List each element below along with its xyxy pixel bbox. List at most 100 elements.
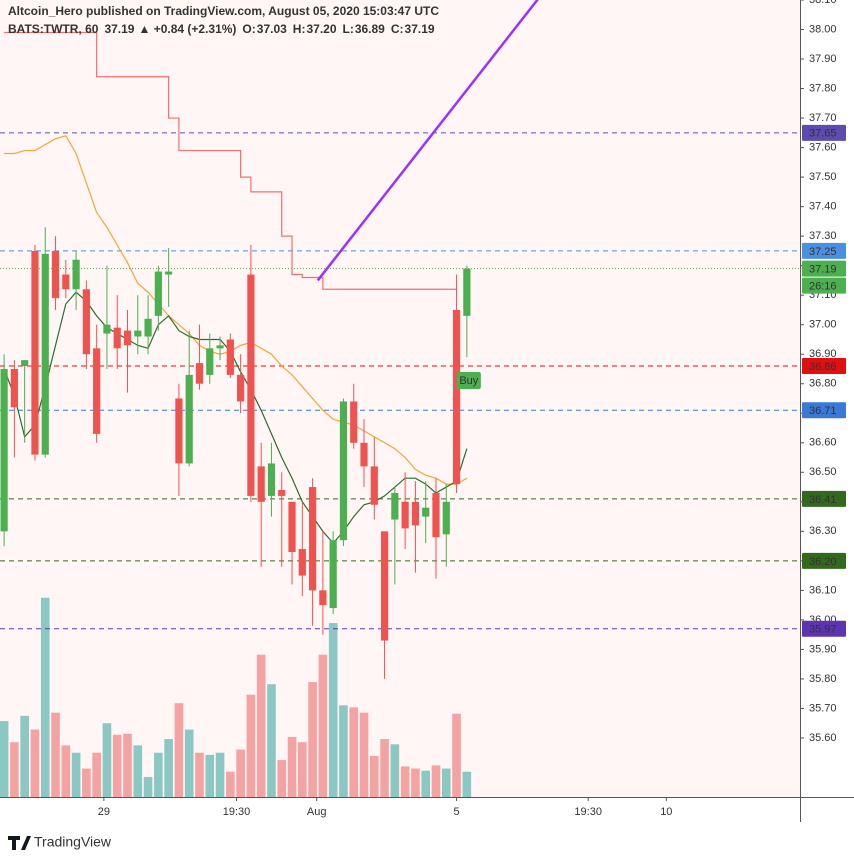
volume-bar <box>328 623 338 797</box>
x-tick-label: 29 <box>98 806 110 818</box>
price-label-box <box>802 402 846 419</box>
candle-body <box>165 271 173 275</box>
volume-bar <box>143 776 153 797</box>
candle-body <box>93 348 101 434</box>
volume-bar <box>0 721 9 797</box>
candle-body <box>185 374 193 464</box>
candle-body <box>195 363 204 384</box>
y-tick-label: 38.00 <box>809 23 837 35</box>
volume-bar <box>339 705 348 797</box>
candle-body <box>350 401 358 443</box>
volume-bar <box>359 712 369 797</box>
footer-brand: TradingView <box>34 834 112 850</box>
candle-body <box>360 442 368 467</box>
volume-bar <box>421 770 431 797</box>
volume-bar <box>184 729 194 797</box>
x-tick-label: Aug <box>307 806 327 818</box>
price-label: 37.19 <box>809 264 837 276</box>
volume-bar <box>369 755 379 797</box>
y-tick-label: 38.10 <box>809 0 837 6</box>
volume-bar <box>297 742 307 797</box>
candle-body <box>216 345 224 349</box>
legend-key: O: <box>242 22 255 36</box>
x-tick-label: 10 <box>660 806 672 818</box>
candle-body <box>319 590 327 606</box>
volume-bar <box>215 752 225 797</box>
price-label: 36.41 <box>809 494 837 506</box>
candle-body <box>206 348 214 375</box>
volume-bar <box>287 736 297 797</box>
volume-bar <box>123 733 132 797</box>
candle-body <box>31 250 39 455</box>
volume-bar <box>133 745 143 797</box>
y-tick-label: 36.60 <box>809 437 837 449</box>
candle-body <box>144 318 152 337</box>
price-label: 35.97 <box>809 624 837 636</box>
volume-bar <box>267 684 276 797</box>
candle-body <box>21 360 29 367</box>
y-tick-label: 36.50 <box>809 466 837 478</box>
volume-bar <box>441 768 451 797</box>
price-label: 37.65 <box>809 128 837 140</box>
candle-body <box>51 250 60 299</box>
candle-body <box>288 501 296 552</box>
price-label: 36.71 <box>809 405 837 417</box>
volume-bar <box>226 771 235 797</box>
legend-key: H: <box>293 22 306 36</box>
volume-bar <box>82 768 91 797</box>
candle-body <box>82 289 90 355</box>
volume-bar <box>102 723 112 797</box>
volume-bar <box>318 654 328 797</box>
y-tick-label: 37.70 <box>809 112 837 124</box>
candle-body <box>339 401 348 541</box>
candle-body <box>442 501 450 535</box>
volume-bar <box>112 734 122 797</box>
volume-bar <box>308 682 317 797</box>
candle-body <box>298 549 306 576</box>
y-tick-label: 37.30 <box>809 230 837 242</box>
candle-body <box>432 492 440 538</box>
y-tick-label: 36.30 <box>809 525 837 537</box>
price-label-box <box>802 552 846 569</box>
legend-value: 37.03 <box>257 22 287 36</box>
indicator-line <box>4 31 457 290</box>
candle-body <box>257 466 265 502</box>
y-tick-label: 37.90 <box>809 53 837 65</box>
volume-bar <box>51 712 60 797</box>
volume-bar <box>236 749 245 797</box>
y-tick-label: 36.90 <box>809 348 837 360</box>
y-tick-label: 37.00 <box>809 319 837 331</box>
legend-key: C: <box>391 22 404 36</box>
volume-bar <box>20 715 29 797</box>
price-label-box <box>802 242 846 259</box>
indicator-line <box>4 135 468 485</box>
y-tick-label: 35.80 <box>809 673 837 685</box>
volume-bar <box>174 703 184 797</box>
volume-bar <box>71 752 81 797</box>
volume-bar <box>10 742 19 797</box>
candle-body <box>41 253 49 455</box>
trend-line <box>316 0 539 282</box>
volume-bar <box>195 752 204 797</box>
y-tick-label: 36.80 <box>809 378 837 390</box>
price-label-box <box>802 490 846 507</box>
plot-area <box>0 0 800 797</box>
header: Altcoin_Hero published on TradingView.co… <box>8 4 439 36</box>
candle-body <box>154 271 162 316</box>
candle-body <box>10 368 18 408</box>
candle-body <box>175 398 183 464</box>
volume-bar <box>40 597 50 797</box>
candle-body <box>278 490 286 496</box>
candle-body <box>226 339 234 375</box>
y-tick-label: 37.40 <box>809 201 837 213</box>
x-tick-label: 19:30 <box>574 806 602 818</box>
candle-body <box>452 309 461 485</box>
volume-bar <box>462 771 472 797</box>
x-tick-label: 5 <box>453 806 459 818</box>
volume-bar <box>246 694 256 797</box>
price-label-box <box>802 620 846 637</box>
y-tick-label: 35.90 <box>809 643 837 655</box>
volume-bar <box>277 760 287 797</box>
plot: Buy <box>0 0 800 797</box>
